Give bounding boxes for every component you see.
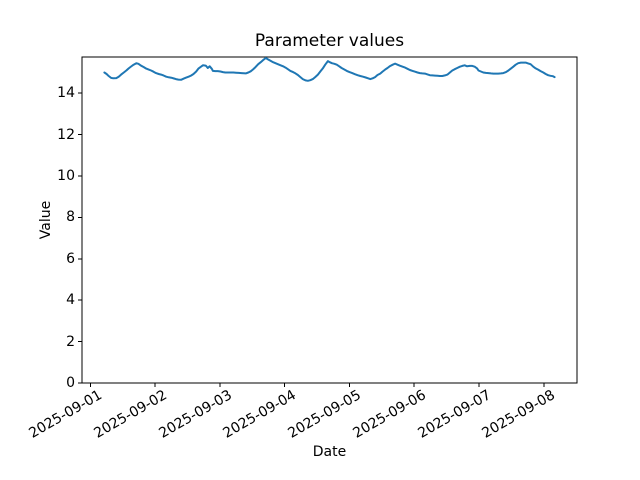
y-tick-label: 2 [66,333,75,350]
x-axis-label: Date [312,444,347,460]
chart-title: Parameter values [254,31,405,51]
y-tick-label: 4 [66,292,75,309]
parameter-line [103,57,556,82]
axes-border [81,56,578,384]
y-tick-label: 0 [66,375,75,391]
y-tick-label: 10 [57,168,75,185]
y-tick-label: 6 [66,250,75,267]
y-tick-label: 14 [57,85,75,102]
y-tick-label: 8 [66,209,75,226]
y-tick-label: 12 [57,126,75,143]
y-axis-label: Value [38,200,54,240]
